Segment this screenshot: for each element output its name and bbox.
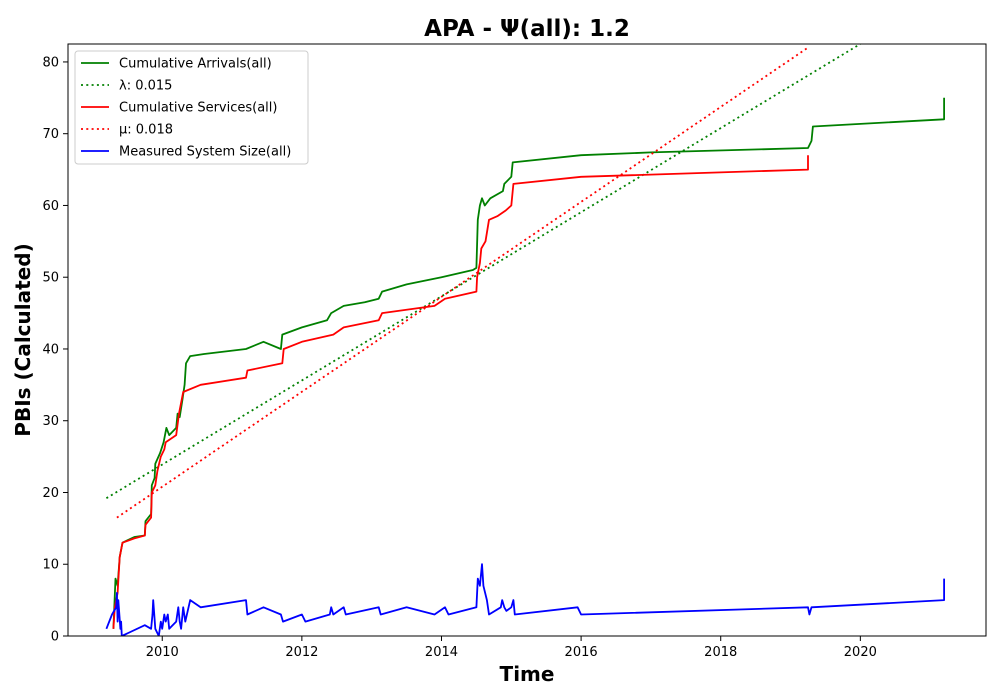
series-line-4 <box>105 563 945 636</box>
y-tick-label: 60 <box>42 199 59 214</box>
y-axis-title: PBIs (Calculated) <box>11 243 35 436</box>
y-tick-label: 20 <box>42 486 59 501</box>
legend-label: μ: 0.018 <box>119 123 173 138</box>
x-tick-label: 2020 <box>844 645 877 660</box>
y-tick-label: 10 <box>42 558 59 573</box>
x-tick-label: 2018 <box>704 645 737 660</box>
series-line-0 <box>112 97 945 629</box>
y-axis: 0 10 20 30 40 50 60 70 80 <box>42 55 68 645</box>
plot-area: 2010 2012 2014 2016 2018 2020 0 10 20 30 40 50 60 70… <box>42 43 987 660</box>
chart-title: APA - Ψ(all): 1.2 <box>424 16 630 42</box>
y-tick-label: 80 <box>42 55 59 70</box>
series-line-3 <box>116 46 809 519</box>
legend-label: Cumulative Services(all) <box>119 101 277 116</box>
legend-label: λ: 0.015 <box>119 79 172 94</box>
legend-label: Measured System Size(all) <box>119 145 291 160</box>
y-tick-label: 40 <box>42 342 59 357</box>
legend-frame <box>74 50 309 165</box>
legend: Cumulative Arrivals(all) λ: 0.015 Cumulati… <box>74 50 309 165</box>
series-layer <box>105 44 945 636</box>
x-tick-label: 2016 <box>565 645 598 660</box>
y-tick-label: 30 <box>42 414 59 429</box>
legend-label: Cumulative Arrivals(all) <box>119 57 272 72</box>
plot-frame <box>67 43 987 637</box>
x-tick-label: 2014 <box>425 645 458 660</box>
x-axis-title: Time <box>500 662 555 686</box>
y-tick-label: 0 <box>51 630 59 645</box>
x-tick-label: 2012 <box>285 645 318 660</box>
series-line-1 <box>105 44 861 499</box>
y-tick-label: 70 <box>42 127 59 142</box>
series-line-2 <box>112 155 809 629</box>
y-tick-label: 50 <box>42 271 59 286</box>
x-tick-label: 2010 <box>146 645 179 660</box>
x-axis: 2010 2012 2014 2016 2018 2020 <box>146 636 877 660</box>
